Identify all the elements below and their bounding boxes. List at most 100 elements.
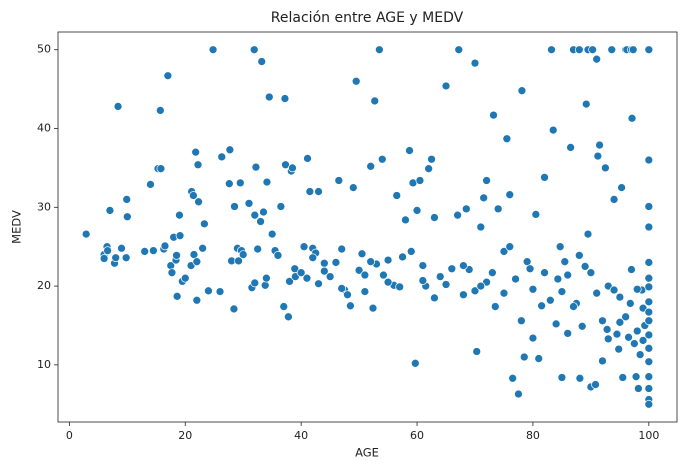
point xyxy=(305,187,315,196)
point xyxy=(217,152,227,162)
x-tick-label: 80 xyxy=(526,429,540,442)
point xyxy=(557,373,567,382)
y-tick-label: 40 xyxy=(37,122,51,135)
point xyxy=(625,299,635,308)
point xyxy=(482,176,491,185)
point xyxy=(160,241,170,251)
y-tick-label: 20 xyxy=(37,279,51,292)
point xyxy=(260,280,270,290)
point xyxy=(435,272,445,281)
point xyxy=(180,273,190,283)
point xyxy=(319,266,329,276)
point xyxy=(415,176,425,185)
point xyxy=(140,247,150,256)
point xyxy=(459,290,468,300)
point xyxy=(284,312,293,322)
point xyxy=(634,384,643,393)
point xyxy=(479,193,489,203)
point xyxy=(430,213,439,222)
point xyxy=(632,326,642,336)
point xyxy=(296,268,306,278)
point xyxy=(256,217,265,226)
point xyxy=(175,210,184,220)
point xyxy=(505,242,515,252)
point xyxy=(250,210,260,220)
point xyxy=(528,333,538,343)
point xyxy=(280,94,290,103)
point xyxy=(424,164,433,174)
point xyxy=(580,262,590,271)
point xyxy=(592,288,602,298)
point xyxy=(583,229,593,239)
point xyxy=(553,274,563,284)
y-tick-label: 30 xyxy=(37,200,51,213)
point xyxy=(566,143,575,152)
point xyxy=(273,251,283,260)
point xyxy=(470,58,480,68)
point xyxy=(192,257,202,267)
point xyxy=(499,288,509,298)
point xyxy=(200,219,209,229)
x-tick-label: 40 xyxy=(294,429,308,442)
point xyxy=(156,164,166,174)
point xyxy=(490,302,500,311)
point xyxy=(302,273,312,283)
point xyxy=(204,286,213,296)
point xyxy=(375,45,384,55)
point xyxy=(208,45,218,55)
point xyxy=(488,268,497,278)
point xyxy=(574,45,584,55)
chart-title: Relación entre AGE y MEDV xyxy=(271,10,464,26)
point xyxy=(617,183,626,192)
point xyxy=(447,264,457,274)
point xyxy=(630,339,639,348)
point xyxy=(398,252,407,262)
point xyxy=(360,287,370,296)
point xyxy=(251,162,261,172)
point xyxy=(472,347,482,356)
point xyxy=(603,334,613,344)
point xyxy=(628,45,638,55)
point xyxy=(224,179,234,189)
point xyxy=(354,265,364,275)
point xyxy=(337,244,347,254)
point xyxy=(557,287,567,296)
point xyxy=(621,312,631,322)
point xyxy=(149,246,158,255)
point xyxy=(476,222,486,232)
point xyxy=(285,277,294,286)
x-tick-label: 60 xyxy=(410,429,424,442)
point xyxy=(555,242,565,252)
y-tick-label: 50 xyxy=(37,43,51,56)
point xyxy=(609,195,619,204)
point xyxy=(194,197,203,207)
point xyxy=(225,145,235,155)
point xyxy=(172,291,182,301)
point xyxy=(644,45,654,55)
point xyxy=(418,261,428,270)
point xyxy=(593,151,603,161)
point xyxy=(574,251,584,260)
point xyxy=(531,210,541,219)
point xyxy=(644,399,654,409)
point xyxy=(331,258,341,267)
point xyxy=(569,302,578,311)
point xyxy=(441,81,451,91)
point xyxy=(511,274,520,284)
point xyxy=(348,183,358,192)
point xyxy=(337,284,347,293)
point xyxy=(262,177,272,187)
point xyxy=(525,264,535,274)
point xyxy=(644,316,654,326)
point xyxy=(545,295,555,305)
point xyxy=(644,258,654,267)
point xyxy=(113,102,123,111)
point xyxy=(357,249,367,259)
point xyxy=(229,304,239,314)
point xyxy=(505,190,515,200)
point xyxy=(551,319,561,329)
point xyxy=(250,278,260,288)
point xyxy=(368,303,378,313)
point xyxy=(406,247,416,256)
point xyxy=(581,99,591,109)
